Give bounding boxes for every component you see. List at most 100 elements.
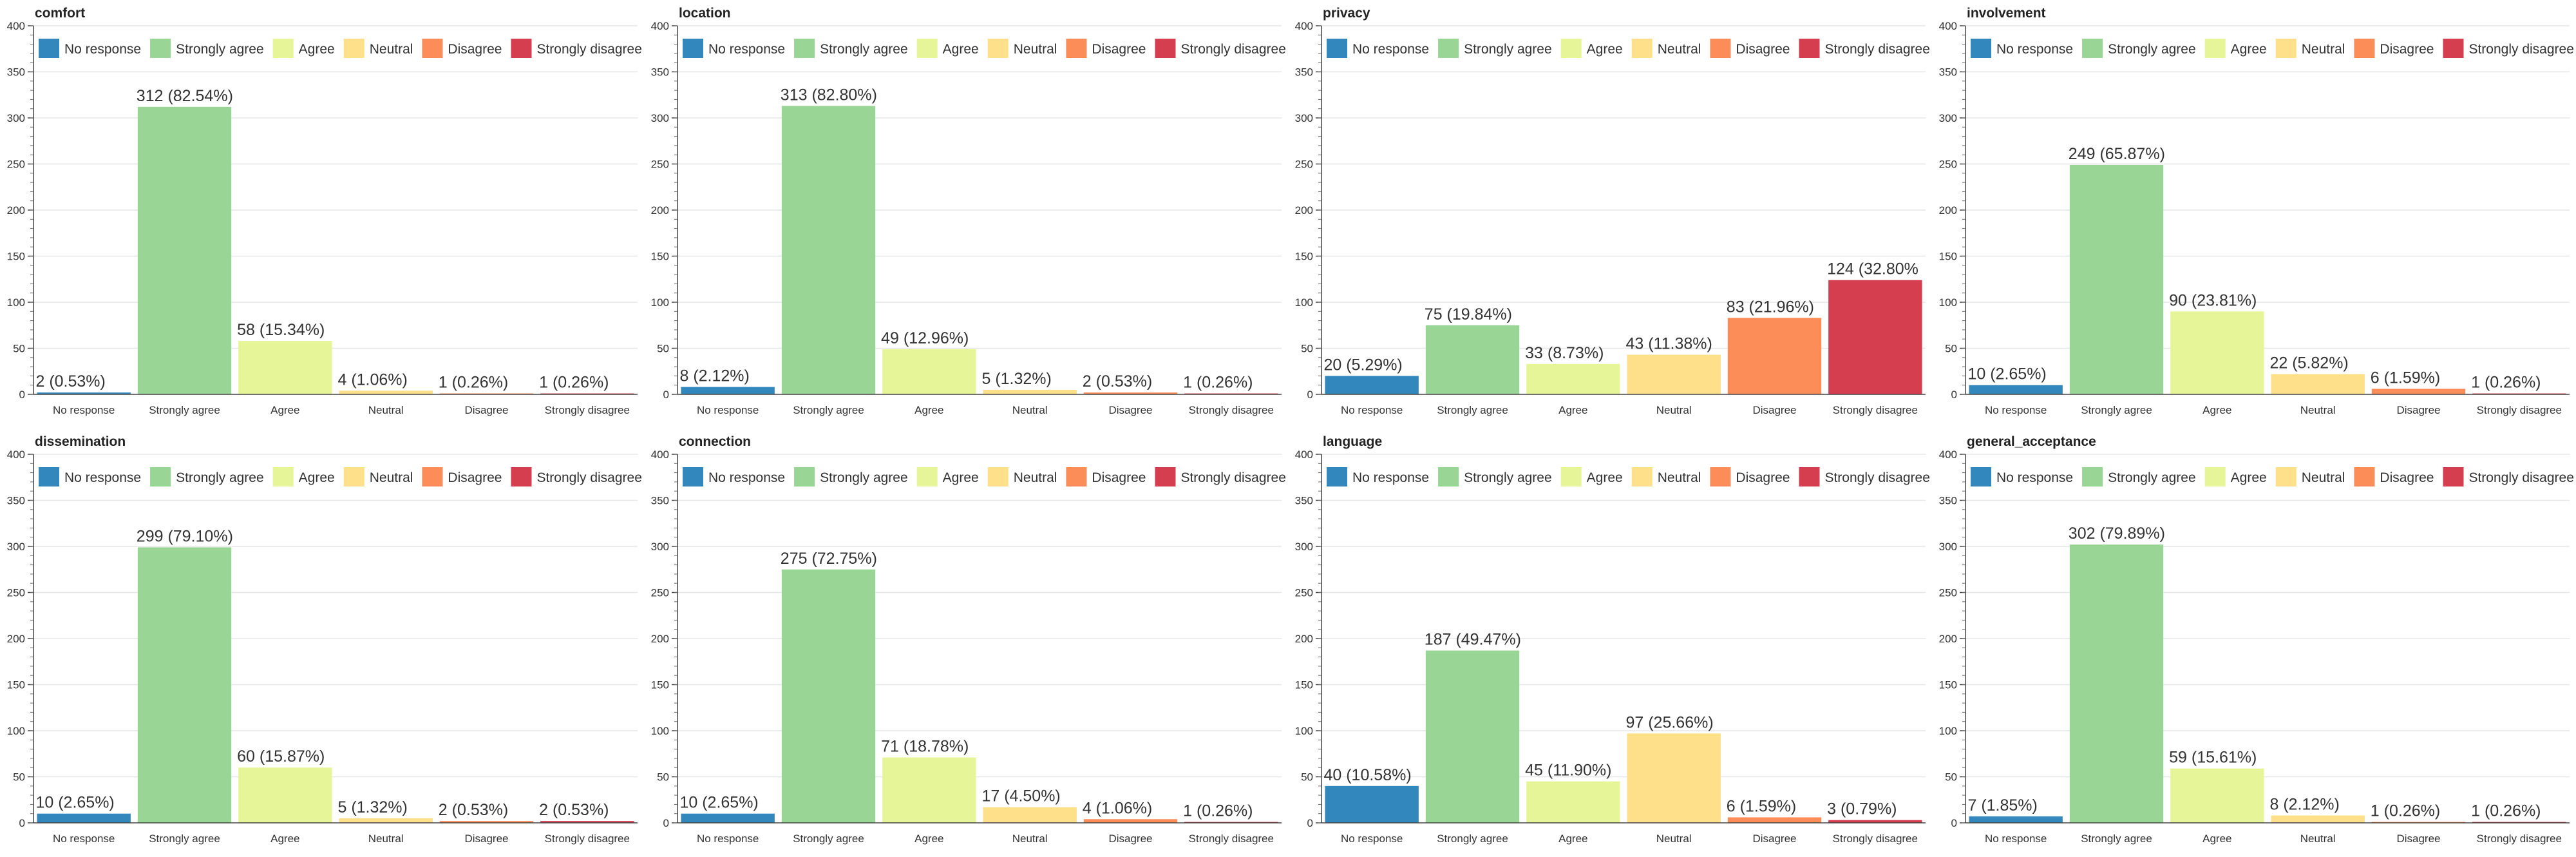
y-tick-label: 300	[1939, 541, 1957, 553]
y-tick-label: 200	[1939, 633, 1957, 645]
legend-item-neutral: Neutral	[1631, 467, 1701, 486]
legend-label: Strongly agree	[820, 470, 908, 485]
legend-item-no-response: No response	[1971, 467, 2073, 486]
bar-label-disagree: 1 (0.26%)	[439, 374, 508, 392]
bar-label-strongly-agree: 299 (79.10%)	[137, 527, 233, 545]
bar-no-response	[1325, 376, 1419, 394]
bar-label-strongly-agree: 75 (19.84%)	[1425, 305, 1512, 323]
y-tick-label: 200	[7, 204, 25, 217]
legend-item-agree: Agree	[1560, 39, 1623, 58]
bar-label-no-response: 8 (2.12%)	[679, 367, 749, 385]
legend-swatch	[794, 467, 815, 486]
y-tick-label: 100	[1295, 725, 1313, 737]
x-tick-label: No response	[53, 404, 115, 416]
legend-swatch	[1799, 39, 1820, 58]
y-tick-label: 400	[1939, 20, 1957, 32]
legend-label: Neutral	[1014, 42, 1057, 57]
y-tick-label: 0	[1951, 817, 1957, 829]
x-tick-label: Strongly agree	[1437, 404, 1508, 416]
y-tick-label: 350	[1939, 66, 1957, 79]
legend-label: Strongly disagree	[2468, 470, 2573, 485]
legend-label: Neutral	[2302, 42, 2345, 57]
bar-label-neutral: 97 (25.66%)	[1625, 713, 1713, 731]
y-tick-label: 100	[7, 296, 25, 309]
bar-agree	[882, 349, 976, 394]
y-tick-label: 150	[1295, 679, 1313, 691]
legend-label: Disagree	[1736, 470, 1790, 485]
x-tick-label: Strongly agree	[149, 833, 220, 845]
chart-title: dissemination	[35, 434, 126, 449]
legend-item-no-response: No response	[39, 39, 141, 58]
y-tick-label: 100	[651, 296, 669, 309]
legend-label: Agree	[1587, 42, 1623, 57]
bar-strongly-agree	[1425, 325, 1520, 394]
legend-swatch	[2204, 467, 2226, 486]
x-tick-label: Agree	[2202, 404, 2231, 416]
legend-label: Strongly disagree	[1824, 470, 1929, 485]
legend-label: Strongly agree	[176, 470, 264, 485]
x-tick-label: Agree	[270, 404, 299, 416]
bar-no-response	[681, 813, 775, 823]
x-tick-label: Neutral	[2300, 404, 2336, 416]
legend-label: Neutral	[1658, 42, 1701, 57]
x-tick-label: No response	[1341, 404, 1403, 416]
x-tick-label: Strongly disagree	[1833, 404, 1918, 416]
legend: No response Strongly agree Agree Neutral Dis…	[1327, 467, 1930, 486]
bar-label-agree: 71 (18.78%)	[881, 737, 969, 755]
legend-swatch	[2354, 39, 2375, 58]
legend-swatch	[683, 39, 703, 58]
legend: No response Strongly agree Agree Neutral Dis…	[1971, 467, 2574, 486]
legend-swatch	[1327, 467, 1347, 486]
bar-no-response	[37, 813, 131, 823]
y-tick-label: 350	[651, 66, 669, 79]
legend-item-agree: Agree	[2204, 39, 2267, 58]
bar-agree	[238, 341, 332, 394]
legend-label: Agree	[2231, 470, 2267, 485]
x-tick-label: Neutral	[368, 833, 404, 845]
legend-swatch	[511, 467, 532, 486]
legend-item-neutral: Neutral	[343, 39, 413, 58]
legend-item-disagree: Disagree	[422, 39, 502, 58]
legend-label: Agree	[943, 470, 979, 485]
legend-item-strongly-agree: Strongly agree	[1438, 39, 1552, 58]
bar-label-no-response: 2 (0.53%)	[35, 372, 105, 390]
legend-label: Strongly disagree	[536, 470, 641, 485]
bar-label-disagree: 6 (1.59%)	[1727, 797, 1796, 815]
bar-label-no-response: 10 (2.65%)	[1967, 365, 2046, 383]
legend-item-no-response: No response	[1327, 467, 1429, 486]
x-tick-label: Disagree	[1108, 833, 1152, 845]
legend-swatch	[987, 467, 1009, 486]
legend-item-no-response: No response	[1327, 39, 1429, 58]
bar-label-neutral: 5 (1.32%)	[337, 798, 407, 816]
legend-item-disagree: Disagree	[1066, 467, 1146, 486]
legend-item-neutral: Neutral	[2275, 467, 2345, 486]
y-tick-label: 200	[1295, 204, 1313, 217]
legend-item-disagree: Disagree	[422, 467, 502, 486]
y-tick-label: 350	[7, 495, 25, 507]
bar-strongly-disagree	[540, 821, 634, 823]
legend-item-agree: Agree	[2204, 467, 2267, 486]
bar-label-agree: 58 (15.34%)	[237, 321, 325, 339]
bar-label-strongly-disagree: 1 (0.26%)	[2471, 802, 2541, 820]
chart-dissemination: dissemination 0 50 100 150 200 250 300 350 400 10 …	[7, 434, 642, 845]
legend-swatch	[1631, 39, 1653, 58]
bar-label-neutral: 5 (1.32%)	[981, 370, 1051, 388]
legend-item-strongly-disagree: Strongly disagree	[1155, 467, 1286, 486]
bar-label-no-response: 10 (2.65%)	[35, 794, 114, 812]
bar-disagree	[1727, 817, 1822, 823]
y-tick-label: 100	[1939, 725, 1957, 737]
y-tick-label: 250	[651, 159, 669, 171]
legend-item-agree: Agree	[1560, 467, 1623, 486]
legend-label: Disagree	[1092, 470, 1146, 485]
legend-swatch	[2082, 467, 2103, 486]
legend: No response Strongly agree Agree Neutral Dis…	[39, 467, 642, 486]
legend-swatch	[987, 39, 1009, 58]
legend-swatch	[2275, 39, 2297, 58]
y-tick-label: 200	[7, 633, 25, 645]
legend-swatch	[916, 39, 938, 58]
chart-involvement: involvement 0 50 100 150 200 250 300 350 400 10 (2…	[1939, 6, 2574, 416]
legend-swatch	[916, 467, 938, 486]
bar-strongly-agree	[137, 106, 232, 394]
legend-label: Strongly agree	[820, 42, 908, 57]
x-tick-label: Disagree	[464, 833, 508, 845]
